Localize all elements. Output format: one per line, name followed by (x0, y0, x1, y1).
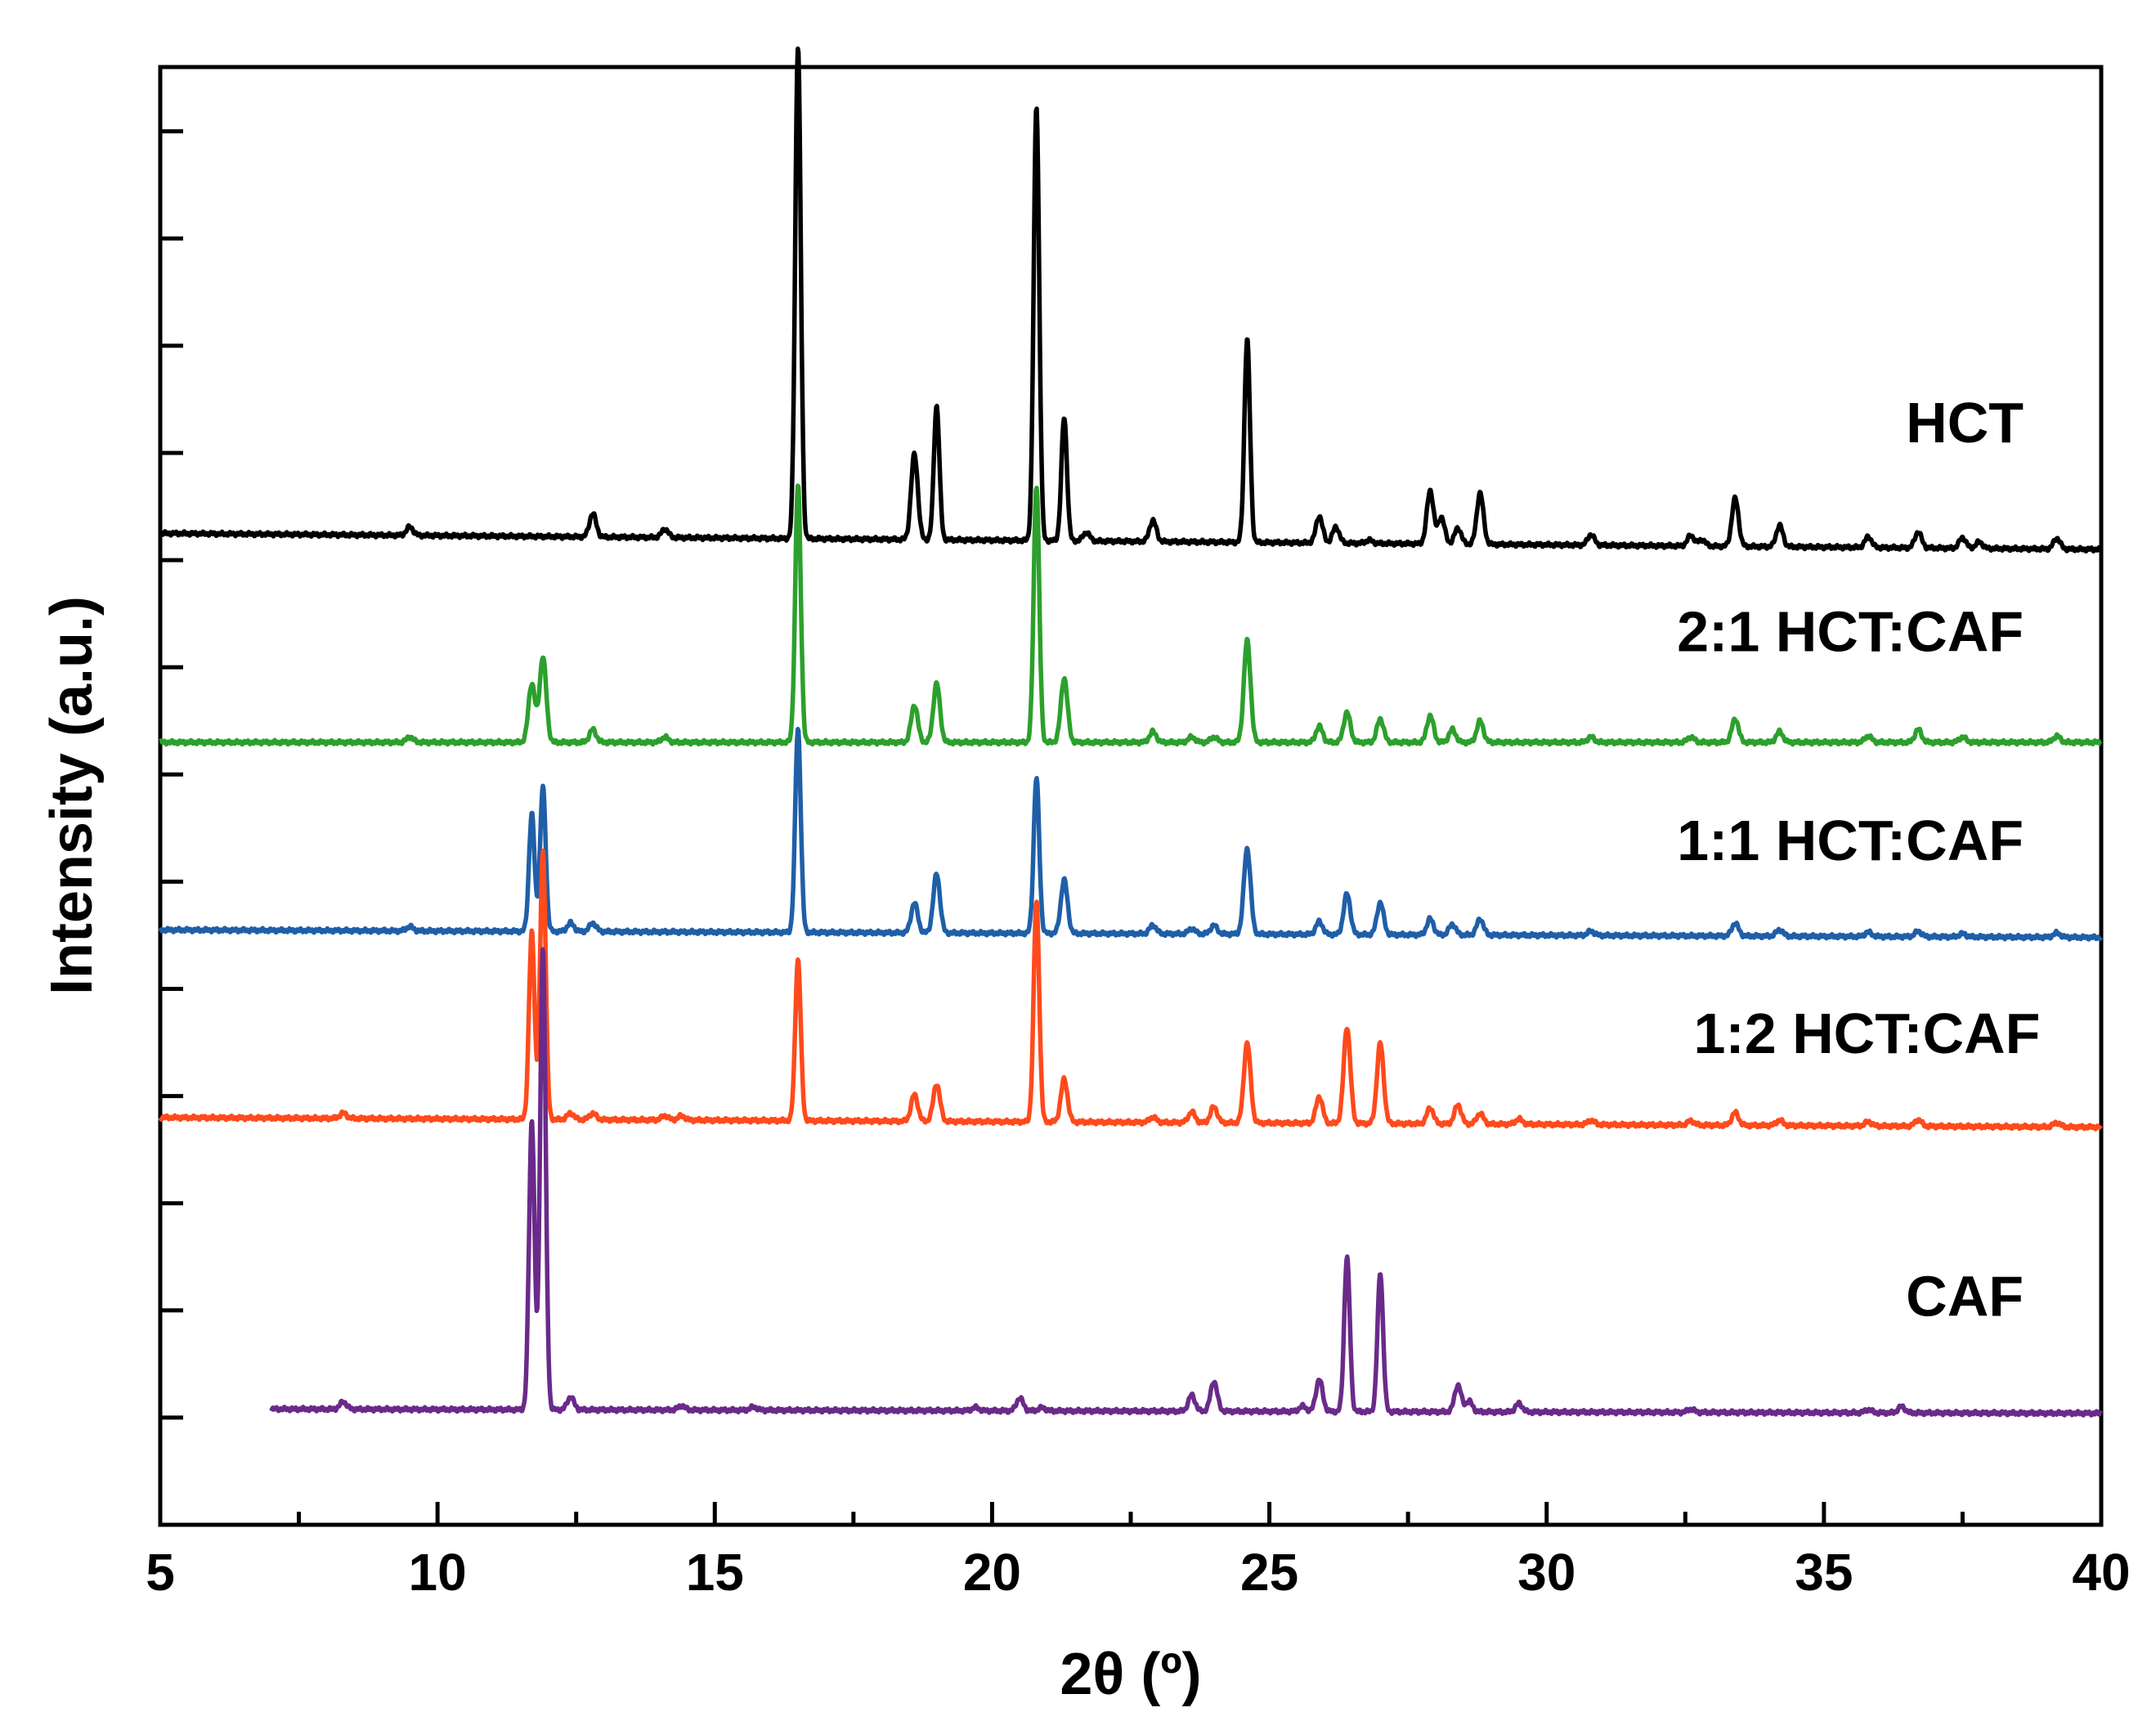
annotation-layer: HCT 2:1 HCT:CAF 1:1 HCT:CAF 1:2 HCT:CAF CAF (1677, 391, 2040, 1328)
y-axis-label: Intensity (a.u.) (39, 596, 105, 995)
series-label: 1:2 HCT:CAF (1693, 1002, 2040, 1065)
y-axis-ticks (160, 129, 183, 1420)
x-axis-ticks: 5 10 15 20 25 30 35 40 (146, 1502, 2131, 1602)
x-tick-label: 30 (1517, 1543, 1576, 1602)
series-label: CAF (1906, 1264, 2024, 1328)
x-tick-label: 25 (1240, 1543, 1298, 1602)
series-line-2 (158, 727, 2103, 942)
series-line-0 (158, 46, 2103, 554)
series-line-1 (159, 483, 2103, 747)
plot-frame (158, 65, 2104, 1527)
x-tick-label: 15 (686, 1543, 744, 1602)
x-tick-label: 5 (146, 1543, 175, 1602)
x-tick-label: 10 (409, 1543, 467, 1602)
series-line-3 (158, 848, 2103, 1132)
x-tick-label: 20 (963, 1543, 1021, 1602)
series-label: 1:1 HCT:CAF (1677, 809, 2024, 872)
series-layer (158, 46, 2104, 1418)
series-label: 2:1 HCT:CAF (1677, 600, 2024, 664)
series-label: HCT (1906, 391, 2024, 455)
x-axis-label: 2θ (º) (1060, 1642, 1201, 1707)
series-line-4 (269, 947, 2104, 1418)
x-tick-label: 35 (1795, 1543, 1853, 1602)
x-tick-label: 40 (2072, 1543, 2130, 1602)
